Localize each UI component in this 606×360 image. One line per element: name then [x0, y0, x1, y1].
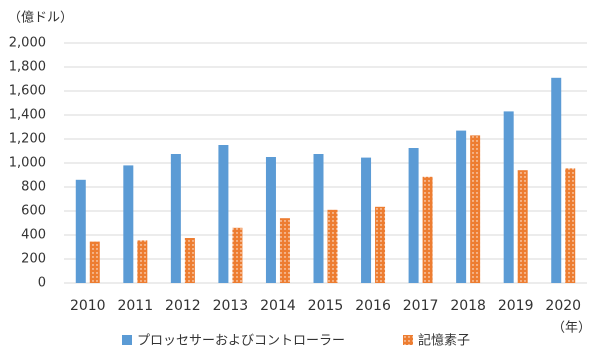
bar	[137, 240, 148, 283]
bar	[503, 111, 514, 284]
bar	[184, 238, 195, 283]
legend-swatch	[122, 335, 132, 345]
y-tick-label: 400	[21, 228, 46, 243]
bar	[422, 176, 433, 283]
bar	[123, 165, 134, 283]
bar	[375, 206, 386, 283]
x-tick-label: 2017	[403, 298, 439, 314]
x-axis-label: （年）	[552, 321, 591, 336]
bar	[279, 218, 290, 283]
x-tick-label: 2019	[498, 298, 534, 314]
y-tick-label: 200	[21, 252, 46, 267]
bar	[551, 77, 562, 283]
x-tick-label: 2014	[260, 298, 296, 314]
y-tick-label: 1,400	[9, 108, 46, 123]
bar	[265, 157, 276, 283]
x-tick-label: 2010	[70, 298, 106, 314]
x-tick-label: 2016	[355, 298, 391, 314]
y-tick-label: 800	[21, 180, 46, 195]
y-tick-label: 1,600	[9, 84, 46, 99]
y-tick-label: 0	[38, 276, 46, 291]
x-tick-label: 2020	[545, 298, 581, 314]
bar	[218, 145, 229, 283]
legend-swatch	[403, 335, 413, 345]
bar	[89, 241, 100, 283]
legend-label: 記憶素子	[418, 333, 470, 349]
x-tick-label: 2013	[213, 298, 249, 314]
bar	[327, 209, 338, 283]
bar	[565, 168, 576, 283]
x-tick-label: 2015	[308, 298, 344, 314]
bar	[75, 179, 86, 283]
bar	[456, 130, 467, 283]
bar	[232, 227, 243, 283]
legend-label: プロッセサーおよびコントローラー	[137, 334, 345, 349]
y-tick-label: 600	[21, 204, 46, 219]
bar	[361, 157, 372, 283]
y-tick-label: 1,000	[9, 156, 46, 171]
y-axis-label: （億ドル）	[8, 10, 73, 26]
x-tick-label: 2011	[117, 298, 153, 314]
x-tick-label: 2018	[450, 298, 486, 314]
y-tick-label: 2,000	[9, 36, 46, 51]
bar	[517, 170, 528, 283]
bar	[470, 135, 481, 283]
y-tick-label: 1,200	[9, 132, 46, 147]
y-tick-label: 1,800	[9, 60, 46, 75]
bar	[313, 154, 324, 283]
bar	[408, 148, 419, 283]
bar	[170, 154, 181, 283]
x-tick-label: 2012	[165, 298, 201, 314]
